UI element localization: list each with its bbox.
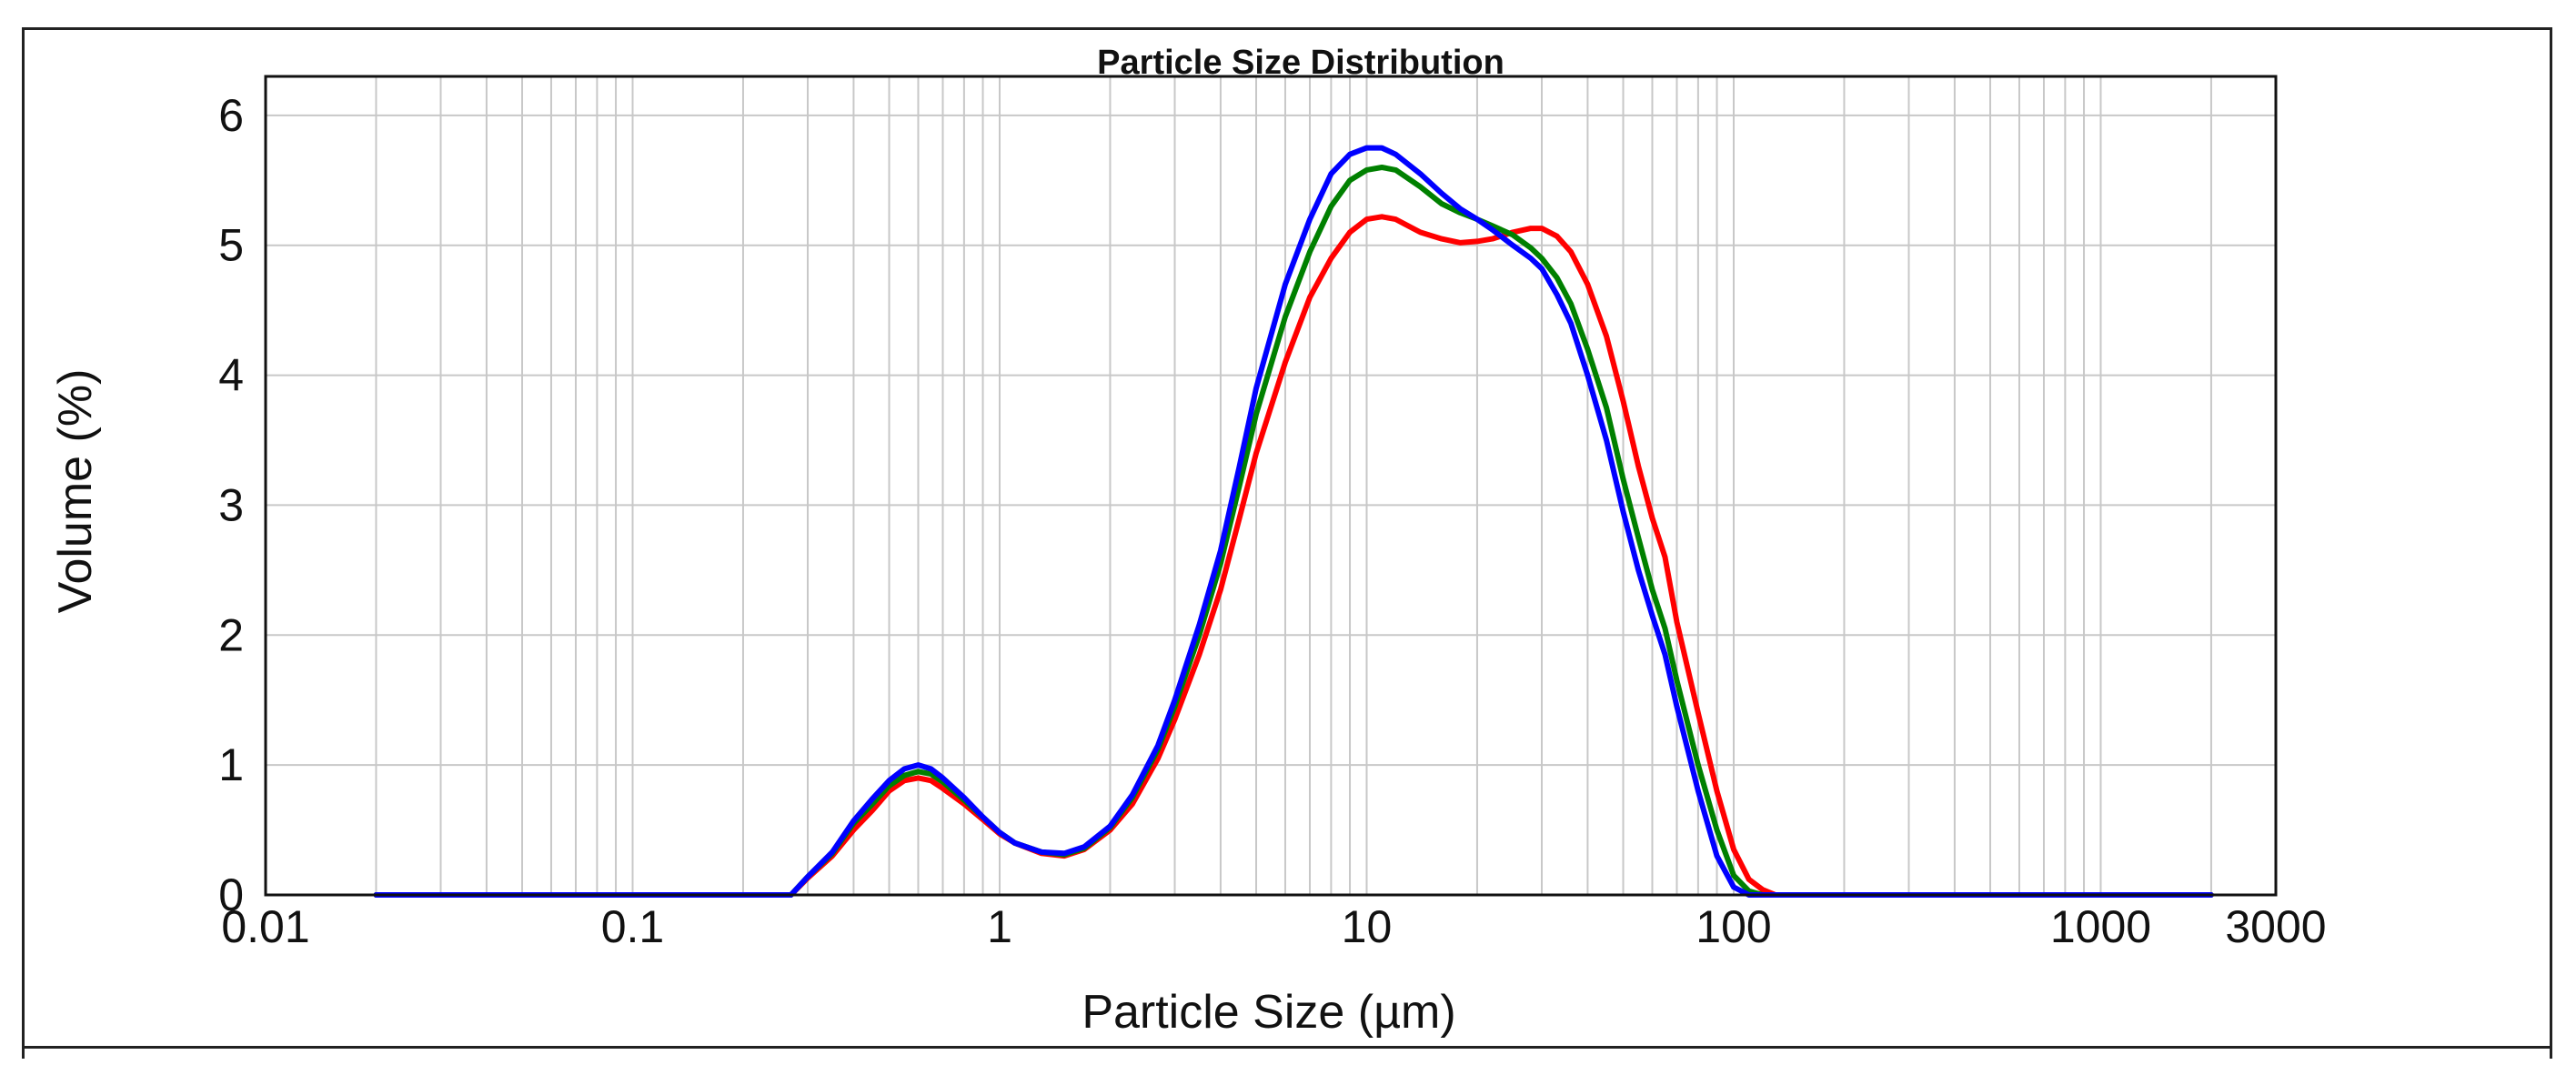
y-tick-label: 2 [218,609,244,660]
x-axis-title: Particle Size (µm) [1082,986,1455,1039]
series-line-blue [373,145,2214,898]
y-tick-label: 6 [218,90,244,141]
tick-labels: 0.01 0.1 1 10 100 1000 3000 0 1 2 3 4 5 6 [218,90,2326,952]
x-tick-label: 1 [987,901,1012,952]
x-tick-label: 0.01 [221,901,309,952]
series-line-green [373,165,2214,898]
y-tick-label: 4 [218,350,244,401]
chart-title: Particle Size Distribution [1097,44,1504,82]
series-line-red [373,214,2214,898]
y-axis-title: Volume (%) [49,369,102,614]
plot-area-border [264,75,2278,897]
x-tick-label: 100 [1696,901,1771,952]
chart-frame [22,27,2552,1059]
series-layer [373,145,2214,898]
y-tick-label: 1 [218,739,244,790]
x-tick-label: 3000 [2225,901,2326,952]
y-tick-label: 0 [218,869,244,920]
frame-bottom-rule [22,1046,2552,1049]
grid [266,76,2276,895]
y-tick-label: 3 [218,479,244,530]
y-tick-label: 5 [218,220,244,271]
x-tick-label: 0.1 [601,901,665,952]
x-tick-label: 1000 [2050,901,2151,952]
x-tick-label: 10 [1342,901,1393,952]
